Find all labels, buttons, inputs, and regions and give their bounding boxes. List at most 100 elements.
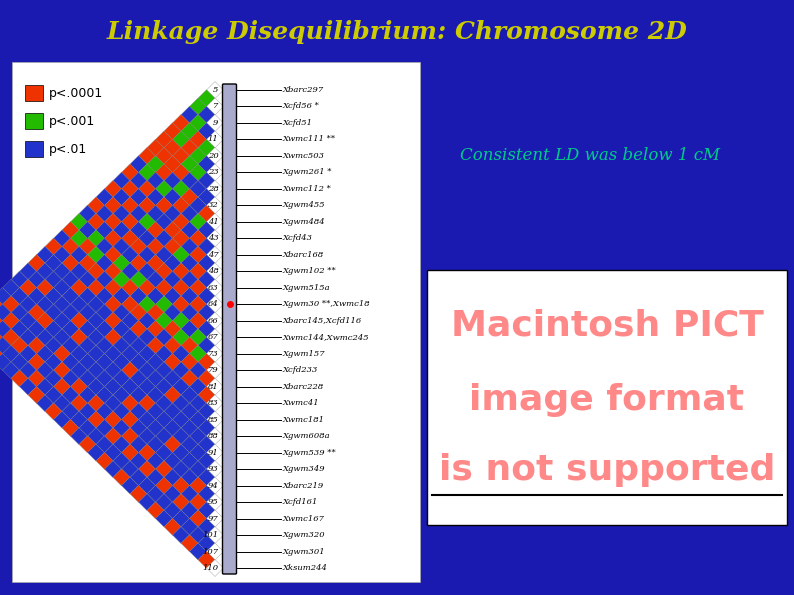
Polygon shape: [87, 329, 105, 346]
Polygon shape: [190, 494, 206, 511]
Polygon shape: [164, 139, 181, 156]
Polygon shape: [156, 164, 172, 181]
Text: 28: 28: [208, 185, 218, 193]
Polygon shape: [96, 271, 113, 288]
Polygon shape: [113, 469, 130, 486]
Polygon shape: [156, 312, 172, 329]
Text: image format: image format: [469, 383, 745, 417]
Text: Xwmc181: Xwmc181: [283, 416, 325, 424]
Polygon shape: [87, 246, 105, 264]
Polygon shape: [130, 353, 147, 371]
Polygon shape: [190, 362, 206, 378]
Polygon shape: [113, 304, 130, 321]
Text: Xgwm455: Xgwm455: [283, 201, 325, 209]
Polygon shape: [156, 362, 172, 378]
Text: Xwmc111 **: Xwmc111 **: [283, 136, 336, 143]
Polygon shape: [0, 321, 11, 337]
Polygon shape: [62, 353, 79, 371]
Polygon shape: [0, 329, 2, 346]
Polygon shape: [11, 337, 28, 354]
Polygon shape: [156, 180, 172, 198]
Polygon shape: [113, 452, 130, 469]
Polygon shape: [130, 370, 147, 387]
Polygon shape: [190, 180, 206, 198]
Polygon shape: [206, 329, 223, 346]
Polygon shape: [105, 197, 121, 214]
Polygon shape: [198, 321, 215, 337]
Polygon shape: [190, 246, 206, 264]
Polygon shape: [147, 221, 164, 239]
Polygon shape: [147, 403, 164, 420]
Polygon shape: [87, 444, 105, 461]
Text: Xgwm349: Xgwm349: [283, 465, 325, 473]
Polygon shape: [2, 345, 20, 362]
Polygon shape: [181, 205, 198, 222]
Text: Xgwm157: Xgwm157: [283, 350, 325, 358]
Polygon shape: [87, 296, 105, 313]
Polygon shape: [190, 114, 206, 131]
Polygon shape: [105, 411, 121, 428]
Polygon shape: [113, 189, 130, 206]
Polygon shape: [130, 337, 147, 354]
Polygon shape: [79, 221, 96, 239]
Polygon shape: [156, 461, 172, 478]
Polygon shape: [113, 172, 130, 189]
Polygon shape: [79, 321, 96, 337]
Polygon shape: [105, 362, 121, 378]
Polygon shape: [62, 238, 79, 255]
Polygon shape: [198, 271, 215, 288]
Polygon shape: [198, 337, 215, 354]
Polygon shape: [79, 304, 96, 321]
Polygon shape: [198, 139, 215, 156]
Polygon shape: [172, 527, 190, 544]
Polygon shape: [53, 378, 71, 395]
Polygon shape: [198, 287, 215, 305]
Polygon shape: [0, 312, 2, 329]
Polygon shape: [172, 214, 190, 230]
Polygon shape: [164, 518, 181, 536]
Text: Xwmc144,Xwmc245: Xwmc144,Xwmc245: [283, 333, 369, 342]
Polygon shape: [206, 82, 223, 99]
Text: Consistent LD was below 1 cM: Consistent LD was below 1 cM: [460, 146, 720, 164]
Polygon shape: [2, 312, 20, 329]
Polygon shape: [62, 370, 79, 387]
Polygon shape: [172, 164, 190, 181]
Polygon shape: [206, 279, 223, 296]
Bar: [25, 141, 43, 157]
Polygon shape: [156, 197, 172, 214]
Text: p<.0001: p<.0001: [49, 86, 103, 99]
Polygon shape: [147, 304, 164, 321]
Polygon shape: [164, 123, 181, 140]
Polygon shape: [71, 263, 87, 280]
Polygon shape: [147, 238, 164, 255]
Polygon shape: [147, 189, 164, 206]
Polygon shape: [130, 205, 147, 222]
Polygon shape: [96, 255, 113, 271]
Polygon shape: [164, 353, 181, 371]
Polygon shape: [172, 477, 190, 494]
Polygon shape: [0, 353, 11, 371]
Polygon shape: [113, 337, 130, 354]
Polygon shape: [190, 477, 206, 494]
Polygon shape: [53, 312, 71, 329]
Polygon shape: [130, 403, 147, 420]
Polygon shape: [87, 378, 105, 395]
Polygon shape: [130, 255, 147, 271]
Text: 66: 66: [208, 317, 218, 325]
Text: 83: 83: [208, 399, 218, 407]
Polygon shape: [147, 337, 164, 354]
Polygon shape: [164, 321, 181, 337]
Polygon shape: [181, 255, 198, 271]
Polygon shape: [206, 148, 223, 164]
Polygon shape: [71, 279, 87, 296]
Polygon shape: [156, 477, 172, 494]
Polygon shape: [96, 436, 113, 453]
Polygon shape: [130, 156, 147, 173]
Polygon shape: [79, 271, 96, 288]
FancyBboxPatch shape: [12, 62, 420, 582]
Polygon shape: [96, 205, 113, 222]
Polygon shape: [198, 436, 215, 453]
Polygon shape: [181, 123, 198, 140]
Polygon shape: [28, 337, 45, 354]
Polygon shape: [96, 337, 113, 354]
